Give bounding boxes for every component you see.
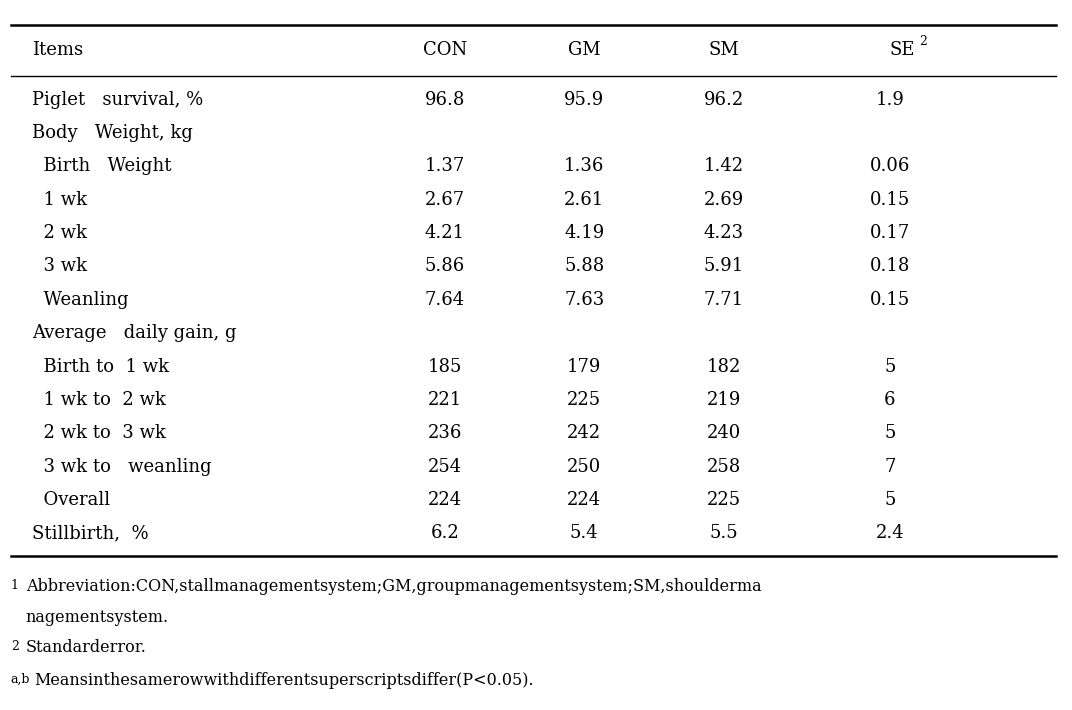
Text: 6: 6 (884, 391, 895, 409)
Text: 0.17: 0.17 (869, 224, 910, 242)
Text: Birth   Weight: Birth Weight (32, 158, 172, 175)
Text: Items: Items (32, 41, 84, 59)
Text: 0.18: 0.18 (869, 258, 910, 275)
Text: 2.67: 2.67 (425, 191, 465, 209)
Text: 2.69: 2.69 (703, 191, 744, 209)
Text: 2: 2 (11, 640, 18, 653)
Text: 219: 219 (706, 391, 741, 409)
Text: 6.2: 6.2 (431, 525, 459, 542)
Text: Standarderror.: Standarderror. (26, 639, 147, 656)
Text: 5: 5 (884, 425, 895, 442)
Text: 1.42: 1.42 (703, 158, 744, 175)
Text: 5: 5 (884, 491, 895, 509)
Text: 96.8: 96.8 (425, 91, 465, 109)
Text: 242: 242 (567, 425, 601, 442)
Text: 5.5: 5.5 (710, 525, 738, 542)
Text: 0.06: 0.06 (869, 158, 910, 175)
Text: 7.71: 7.71 (703, 291, 744, 309)
Text: 0.15: 0.15 (869, 291, 910, 309)
Text: 236: 236 (428, 425, 462, 442)
Text: CON: CON (422, 41, 467, 59)
Text: a,b: a,b (11, 672, 30, 686)
Text: 95.9: 95.9 (564, 91, 605, 109)
Text: 224: 224 (428, 491, 462, 509)
Text: Stillbirth,  %: Stillbirth, % (32, 525, 149, 542)
Text: GM: GM (568, 41, 600, 59)
Text: 4.23: 4.23 (703, 224, 744, 242)
Text: 2.4: 2.4 (876, 525, 904, 542)
Text: 221: 221 (428, 391, 462, 409)
Text: nagementsystem.: nagementsystem. (26, 609, 169, 626)
Text: 2 wk: 2 wk (32, 224, 87, 242)
Text: Birth to  1 wk: Birth to 1 wk (32, 358, 169, 376)
Text: 2.61: 2.61 (564, 191, 605, 209)
Text: 224: 224 (567, 491, 601, 509)
Text: 225: 225 (706, 491, 741, 509)
Text: 5.88: 5.88 (564, 258, 605, 275)
Text: 254: 254 (428, 458, 462, 476)
Text: 240: 240 (706, 425, 741, 442)
Text: 250: 250 (567, 458, 601, 476)
Text: 1: 1 (11, 579, 18, 592)
Text: 2: 2 (919, 35, 926, 48)
Text: Average   daily gain, g: Average daily gain, g (32, 324, 237, 342)
Text: 179: 179 (567, 358, 601, 376)
Text: 1.37: 1.37 (425, 158, 465, 175)
Text: 4.21: 4.21 (425, 224, 465, 242)
Text: SE: SE (890, 41, 915, 59)
Text: 258: 258 (706, 458, 741, 476)
Text: 5.86: 5.86 (425, 258, 465, 275)
Text: Abbreviation:CON,stallmanagementsystem;GM,groupmanagementsystem;SM,shoulderma: Abbreviation:CON,stallmanagementsystem;G… (26, 578, 761, 595)
Text: 2 wk to  3 wk: 2 wk to 3 wk (32, 425, 166, 442)
Text: Overall: Overall (32, 491, 110, 509)
Text: 225: 225 (567, 391, 601, 409)
Text: 182: 182 (706, 358, 741, 376)
Text: 1.9: 1.9 (876, 91, 904, 109)
Text: 3 wk to   weanling: 3 wk to weanling (32, 458, 212, 476)
Text: Meansinthesamerowwithdifferentsuperscriptsdiffer(P<0.05).: Meansinthesamerowwithdifferentsuperscrip… (34, 672, 534, 689)
Text: Weanling: Weanling (32, 291, 129, 309)
Text: 3 wk: 3 wk (32, 258, 87, 275)
Text: 96.2: 96.2 (703, 91, 744, 109)
Text: Body   Weight, kg: Body Weight, kg (32, 124, 193, 142)
Text: 1 wk to  2 wk: 1 wk to 2 wk (32, 391, 166, 409)
Text: 185: 185 (428, 358, 462, 376)
Text: 1.36: 1.36 (564, 158, 605, 175)
Text: 0.15: 0.15 (869, 191, 910, 209)
Text: 4.19: 4.19 (564, 224, 605, 242)
Text: 5.4: 5.4 (570, 525, 598, 542)
Text: SM: SM (709, 41, 739, 59)
Text: 7.64: 7.64 (425, 291, 465, 309)
Text: 7: 7 (884, 458, 895, 476)
Text: 7.63: 7.63 (564, 291, 605, 309)
Text: 5.91: 5.91 (703, 258, 744, 275)
Text: 1 wk: 1 wk (32, 191, 87, 209)
Text: Piglet   survival, %: Piglet survival, % (32, 91, 204, 109)
Text: 5: 5 (884, 358, 895, 376)
